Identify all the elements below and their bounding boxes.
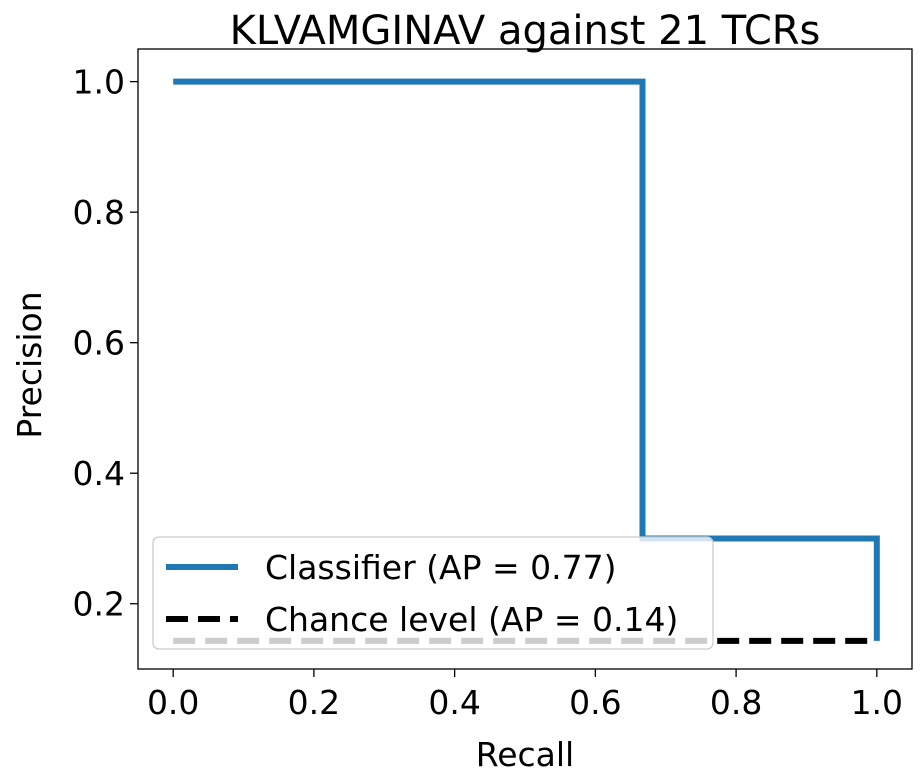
y-tick-label: 0.6 [73,324,125,363]
legend-box [152,536,714,650]
legend-classifier-label: Classifier (AP = 0.77) [265,548,616,587]
x-axis-ticks: 0.0 0.2 0.4 0.6 0.8 1.0 [147,669,903,722]
x-axis-label: Recall [476,735,574,774]
x-tick-label: 1.0 [851,683,903,722]
x-tick-label: 0.4 [428,683,480,722]
legend-chance-label: Chance level (AP = 0.14) [265,600,678,639]
x-tick-label: 0.6 [569,683,621,722]
x-tick-label: 0.8 [710,683,762,722]
y-tick-label: 0.4 [73,454,125,493]
axes-frame [137,48,913,670]
y-axis-ticks: 0.2 0.4 0.6 0.8 1.0 [73,63,138,624]
y-tick-label: 1.0 [73,63,125,102]
chart-title: KLVAMGINAV against 21 TCRs [230,8,821,54]
y-axis-label: Precision [10,291,49,438]
x-tick-label: 0.2 [288,683,340,722]
y-tick-label: 0.2 [73,585,125,624]
y-tick-label: 0.8 [73,193,125,232]
legend: Classifier (AP = 0.77) Chance level (AP … [152,536,714,650]
x-tick-label: 0.0 [147,683,199,722]
